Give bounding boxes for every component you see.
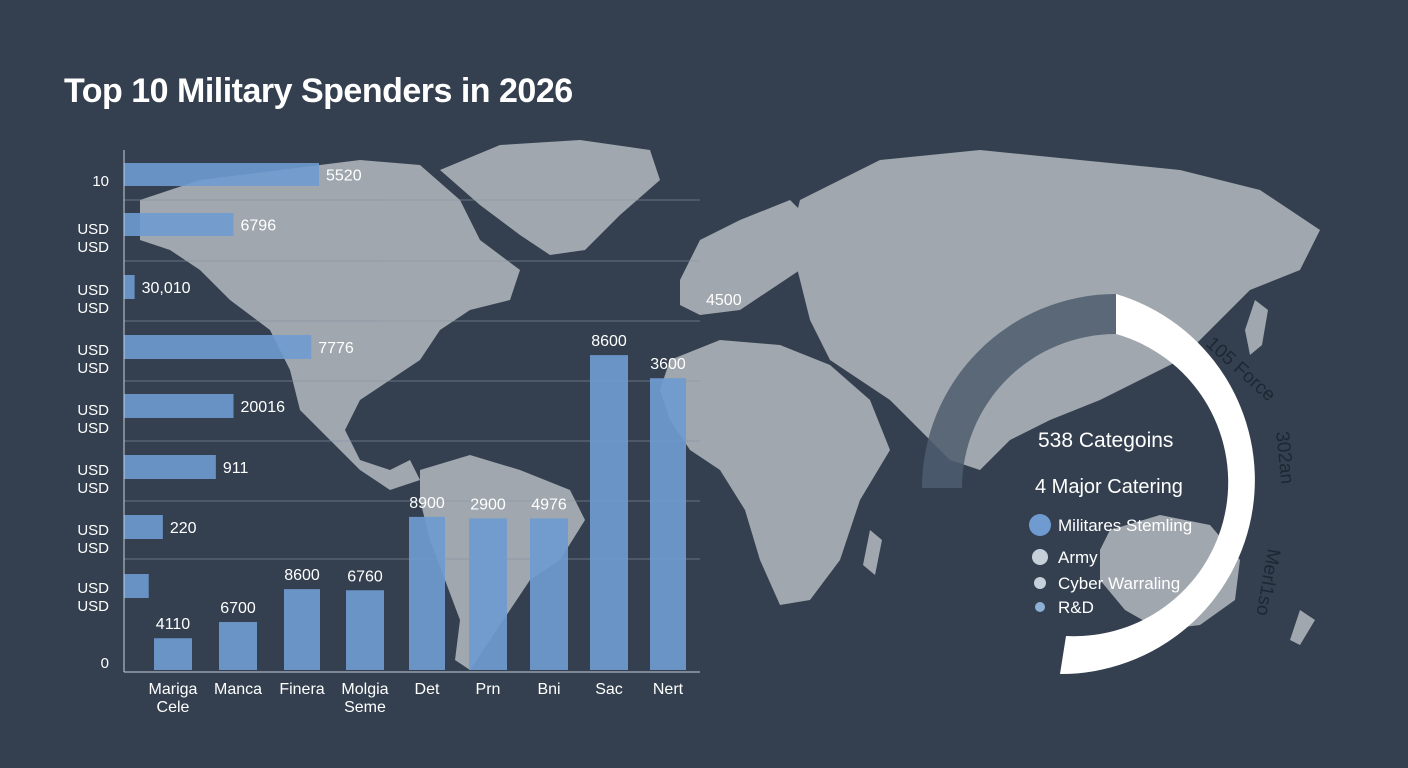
y-tick-label: USD USD xyxy=(77,522,109,557)
vertical-bar-label: 6700 xyxy=(220,600,256,617)
x-category-label: Bni xyxy=(537,681,560,698)
horizontal-bar-label: 20016 xyxy=(241,399,286,416)
horizontal-bar-label: 5520 xyxy=(326,168,362,185)
horizontal-bar-label: 6796 xyxy=(241,218,277,235)
donut-categories-title: 538 Categoins xyxy=(1038,429,1173,452)
horizontal-bar xyxy=(124,275,135,299)
legend-dot-army xyxy=(1032,549,1048,565)
vertical-bar xyxy=(650,378,686,670)
horizontal-bar-label: 220 xyxy=(170,520,197,537)
donut-major-subtitle: 4 Major Catering xyxy=(1035,476,1183,498)
map-japan xyxy=(1245,300,1268,355)
vertical-bar-label: 4110 xyxy=(156,616,191,633)
legend-label-rd: R&D xyxy=(1058,598,1094,617)
vertical-bar-label: 6760 xyxy=(347,568,383,585)
ring-label-year: 302an xyxy=(1271,430,1297,485)
vertical-bar xyxy=(409,516,445,670)
x-category-label: Det xyxy=(415,681,440,698)
donut-dark-segment xyxy=(922,294,1116,488)
legend-label-army: Army xyxy=(1058,548,1098,567)
x-axis-labels: Mariga Cele Manca Finera Molgia Seme Det Prn Bni… xyxy=(149,681,684,716)
x-category-label: Molgia Seme xyxy=(341,681,388,716)
horizontal-bar xyxy=(124,455,216,479)
vertical-bar-label: 3600 xyxy=(650,356,686,373)
x-category-label: Nert xyxy=(653,681,684,698)
x-category-label: Finera xyxy=(279,681,324,698)
horizontal-bar xyxy=(124,213,234,236)
vertical-bar-label: 8600 xyxy=(591,333,627,350)
vertical-bar xyxy=(530,518,568,670)
y-tick-label: USD USD xyxy=(77,342,109,377)
donut-white-segment xyxy=(1060,294,1255,675)
x-category-label: Manca xyxy=(214,681,262,698)
vertical-bars: 4110 6700 8600 6760 8900 2900 4976 8600 3600 xyxy=(154,333,686,670)
x-category-label: Prn xyxy=(476,681,501,698)
vertical-bar xyxy=(346,590,384,670)
y-tick-label: 0 xyxy=(101,655,109,672)
horizontal-bar xyxy=(124,574,149,598)
legend-dot-military xyxy=(1029,514,1051,536)
vertical-bar-label: 8900 xyxy=(409,495,445,512)
horizontal-bar xyxy=(124,163,319,186)
horizontal-bar xyxy=(124,394,234,418)
ring-label-merl: Merl1so xyxy=(1251,547,1283,617)
y-tick-label: USD USD xyxy=(77,580,109,615)
vertical-bar xyxy=(590,355,628,670)
vertical-bar-label: 4976 xyxy=(531,496,567,513)
horizontal-bar-label: 7776 xyxy=(318,340,354,357)
map-annotation-label: 4500 xyxy=(706,292,742,309)
legend-label-cyber: Cyber Warraling xyxy=(1058,574,1180,593)
horizontal-bar-label: 30,010 xyxy=(142,280,191,297)
y-tick-label: USD USD xyxy=(77,221,109,256)
map-greenland xyxy=(440,140,660,255)
horizontal-bar-label: 911 xyxy=(223,460,249,477)
map-north-america xyxy=(140,160,520,490)
y-tick-label: USD USD xyxy=(77,402,109,437)
legend-dot-cyber xyxy=(1034,577,1046,589)
vertical-bar xyxy=(469,518,507,670)
map-madagascar xyxy=(863,530,882,575)
vertical-bar xyxy=(284,589,320,670)
map-new-zealand xyxy=(1290,610,1315,645)
legend-label-military: Militares Stemling xyxy=(1058,516,1192,535)
vertical-bar-label: 2900 xyxy=(470,496,506,513)
y-tick-label: USD USD xyxy=(77,462,109,497)
vertical-bar xyxy=(219,622,257,670)
y-tick-label: USD USD xyxy=(77,282,109,317)
horizontal-bars: 5520 6796 30,010 7776 20016 911 220 xyxy=(124,163,362,598)
horizontal-bar xyxy=(124,515,163,539)
x-category-label: Sac xyxy=(595,681,623,698)
horizontal-bar xyxy=(124,335,312,359)
chart-title: Top 10 Military Spenders in 2026 xyxy=(64,72,573,110)
vertical-bar-label: 8600 xyxy=(284,567,320,584)
vertical-bar xyxy=(154,638,192,670)
map-europe xyxy=(680,200,820,315)
legend-dot-rd xyxy=(1035,602,1045,612)
y-axis-labels: 10 USD USD USD USD USD USD USD USD USD USD USD USD US… xyxy=(77,173,109,672)
map-africa xyxy=(660,340,890,605)
y-tick-label: 10 xyxy=(92,173,109,190)
x-category-label: Mariga Cele xyxy=(149,681,198,716)
